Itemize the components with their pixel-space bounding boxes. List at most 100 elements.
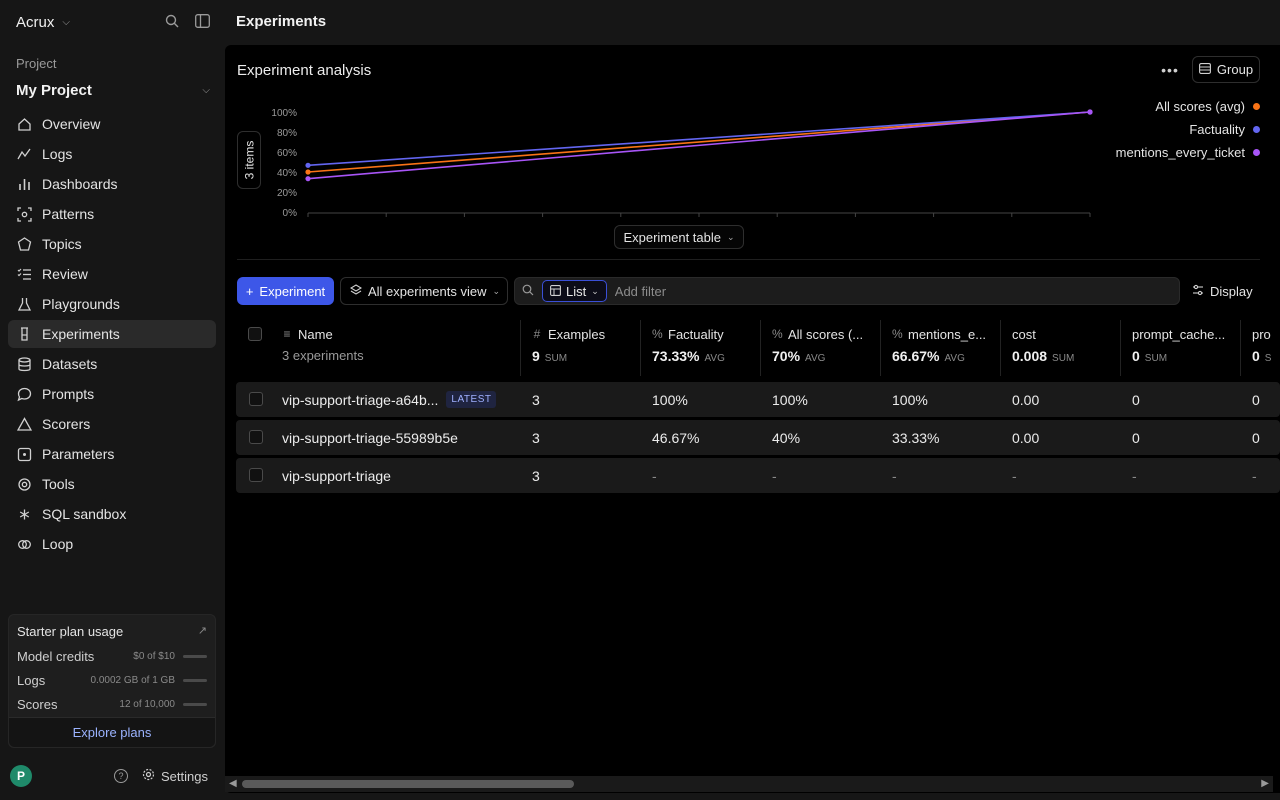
list-layout-toggle[interactable]: List ⌄ <box>542 280 607 302</box>
plan-row-label: Model credits <box>17 648 95 664</box>
sidebar-item-review[interactable]: Review <box>8 260 216 288</box>
new-experiment-button[interactable]: + Experiment <box>237 277 334 305</box>
sidebar-item-datasets[interactable]: Datasets <box>8 350 216 378</box>
explore-plans-button[interactable]: Explore plans <box>9 717 215 747</box>
cell: - <box>1012 467 1017 484</box>
table-row[interactable]: vip-support-triage-55989b5e 3 46.67% 40%… <box>236 420 1280 455</box>
cell: 0 <box>1132 429 1140 446</box>
row-checkbox[interactable] <box>249 430 263 444</box>
legend-item[interactable]: Factuality <box>1116 118 1260 141</box>
sidebar-item-label: Parameters <box>42 446 115 462</box>
column-label: Examples <box>548 326 606 342</box>
sidebar-item-label: Logs <box>42 146 73 162</box>
column-agg: SUM <box>1144 353 1168 364</box>
column-header-name[interactable]: ≡ Name 3 experiments <box>270 320 520 376</box>
sidebar-item-label: Loop <box>42 536 74 552</box>
percent-icon: % <box>652 327 663 341</box>
help-icon[interactable]: ? <box>114 769 129 783</box>
display-button[interactable]: Display <box>1192 277 1253 305</box>
sidebar-item-logs[interactable]: Logs <box>8 140 216 168</box>
usage-bar <box>183 702 207 706</box>
legend-item[interactable]: mentions_every_ticket <box>1116 141 1260 164</box>
column-agg: SUM <box>544 353 568 364</box>
analysis-title: Experiment analysis <box>237 62 372 79</box>
column-header-all-scores[interactable]: % All scores (... 70% AVG <box>760 320 880 376</box>
column-header-factuality[interactable]: % Factuality 73.33% AVG <box>640 320 760 376</box>
usage-bar <box>183 654 207 658</box>
table-row[interactable]: vip-support-triage 3 - - - - - - <box>236 458 1280 493</box>
filter-bar: List ⌄ <box>514 277 1180 305</box>
view-selector[interactable]: All experiments view ⌄ <box>340 277 508 305</box>
table-row[interactable]: vip-support-triage-a64b... LATEST 3 100%… <box>236 382 1280 417</box>
sidebar-item-dashboards[interactable]: Dashboards <box>8 170 216 198</box>
column-agg: AVG <box>944 353 965 364</box>
tool-icon <box>16 476 32 492</box>
triangle-icon <box>16 416 32 432</box>
usage-bar <box>183 678 207 682</box>
sidebar-item-sql-sandbox[interactable]: SQL sandbox <box>8 500 216 528</box>
sidebar-item-experiments[interactable]: Experiments <box>8 320 216 348</box>
column-header-examples[interactable]: # Examples 9 SUM <box>520 320 640 376</box>
y-tick-label: 20% <box>277 188 297 199</box>
column-label: cost <box>1012 326 1036 342</box>
column-summary: 0 <box>1132 348 1140 364</box>
table-icon <box>550 284 561 299</box>
items-count-tag[interactable]: 3 items <box>237 131 261 189</box>
arrow-up-right-icon[interactable]: ↗ <box>197 625 207 637</box>
sidebar-item-overview[interactable]: Overview <box>8 110 216 138</box>
chevron-down-icon: ⌵ <box>202 84 210 96</box>
cell: - <box>1132 467 1137 484</box>
column-header-cost[interactable]: cost 0.008 SUM <box>1000 320 1120 376</box>
experiment-table-dropdown[interactable]: Experiment table ⌄ <box>614 225 744 249</box>
sidebar: Acrux ⌵ Project My Project ⌵ Overview Lo… <box>0 0 224 800</box>
group-button[interactable]: Group <box>1192 56 1260 83</box>
sidebar-item-label: SQL sandbox <box>42 506 127 522</box>
row-checkbox[interactable] <box>249 392 263 406</box>
legend-dot <box>1253 126 1260 133</box>
sidebar-item-label: Topics <box>42 236 82 252</box>
column-divider <box>1120 320 1121 376</box>
chart-legend: All scores (avg) Factuality mentions_eve… <box>1116 95 1260 164</box>
scroll-left-icon[interactable]: ◀ <box>229 778 237 789</box>
activity-icon <box>16 146 32 162</box>
sidebar-toggle-icon[interactable] <box>194 13 210 29</box>
sidebar-item-parameters[interactable]: Parameters <box>8 440 216 468</box>
chevron-down-icon: ⌄ <box>727 231 735 242</box>
horizontal-scrollbar[interactable]: ◀ ▶ <box>225 776 1273 792</box>
settings-button[interactable]: Settings <box>142 768 208 784</box>
project-switcher[interactable]: My Project ⌵ <box>16 80 210 100</box>
view-label: All experiments view <box>368 283 487 299</box>
column-header-prompt-cache[interactable]: prompt_cache... 0 SUM <box>1120 320 1240 376</box>
sidebar-item-playgrounds[interactable]: Playgrounds <box>8 290 216 318</box>
plan-usage-card: Starter plan usage ↗ Model credits $0 of… <box>8 614 216 748</box>
column-summary: 73.33% <box>652 348 700 364</box>
avatar[interactable]: P <box>10 765 32 787</box>
sidebar-item-tools[interactable]: Tools <box>8 470 216 498</box>
filter-input[interactable] <box>614 283 1115 299</box>
group-label: Group <box>1216 62 1254 77</box>
text-align-icon: ≡ <box>283 327 291 341</box>
cell: 100% <box>652 391 688 408</box>
scroll-right-icon[interactable]: ▶ <box>1261 778 1269 789</box>
cell: 0 <box>1132 391 1140 408</box>
hash-icon: # <box>533 327 541 341</box>
sliders-icon <box>1192 284 1204 299</box>
scan-icon <box>16 206 32 222</box>
select-all-checkbox[interactable] <box>248 327 262 341</box>
search-icon[interactable] <box>164 13 180 29</box>
sidebar-item-topics[interactable]: Topics <box>8 230 216 258</box>
bar-chart-icon <box>16 176 32 192</box>
scrollbar-thumb[interactable] <box>242 780 574 788</box>
sidebar-item-scorers[interactable]: Scorers <box>8 410 216 438</box>
sidebar-item-prompts[interactable]: Prompts <box>8 380 216 408</box>
row-checkbox[interactable] <box>249 468 263 482</box>
sidebar-item-patterns[interactable]: Patterns <box>8 200 216 228</box>
column-header-mentions[interactable]: % mentions_e... 66.67% AVG <box>880 320 1000 376</box>
org-switcher[interactable]: Acrux ⌵ <box>16 12 70 32</box>
sidebar-item-loop[interactable]: Loop <box>8 530 216 558</box>
column-agg: SUM <box>1052 353 1075 364</box>
more-options-icon[interactable]: ••• <box>1161 62 1179 78</box>
legend-item[interactable]: All scores (avg) <box>1116 95 1260 118</box>
